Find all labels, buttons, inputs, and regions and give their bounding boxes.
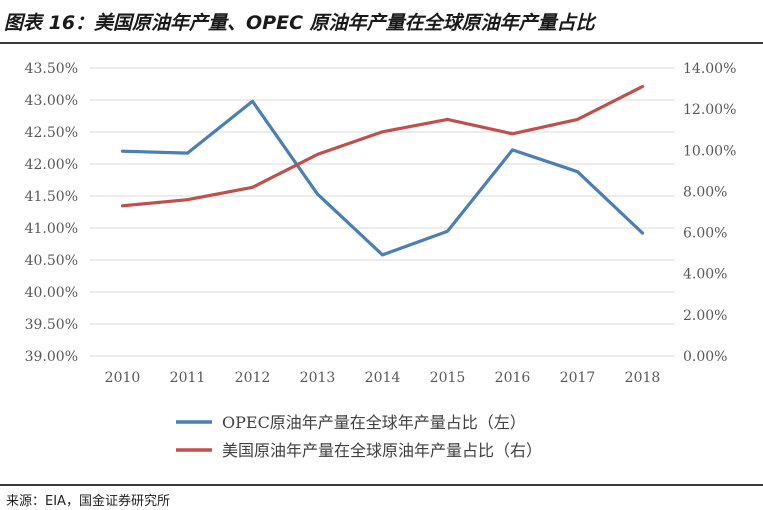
right-axis-tick-label: 4.00% [683,267,727,283]
x-axis-tick-label: 2010 [105,370,141,386]
left-axis-tick-label: 42.50% [25,125,78,141]
figure-title: 图表 16：美国原油年产量、OPEC 原油年产量在全球原油年产量占比 [4,12,595,34]
right-axis-tick-label: 10.00% [683,143,736,159]
dual-axis-line-chart: 39.00% 39.50% 40.00% 40.50% 41.00% 41.50% 42.0… [25,61,737,460]
x-axis-tick-label: 2014 [365,370,401,386]
footer-divider [0,484,763,486]
legend-label-us: 美国原油年产量在全球原油年产量占比（右） [222,441,542,460]
x-axis-tick-label: 2016 [495,370,531,386]
series-line-us [120,84,645,208]
right-axis-tick-label: 0.00% [683,349,727,365]
left-axis-tick-label: 41.00% [25,221,78,237]
x-axis-tick-label: 2013 [300,370,336,386]
left-axis-tick-label: 42.00% [25,157,78,173]
title-divider [0,42,763,44]
left-axis-tick-label: 41.50% [25,189,78,205]
chart-area: 39.00% 39.50% 40.00% 40.50% 41.00% 41.50% 42.0… [0,44,763,484]
left-axis-tick-label: 43.00% [25,93,78,109]
left-axis-tick-label: 39.00% [25,349,78,365]
legend-label-opec: OPEC原油年产量在全球年产量占比（左） [222,413,526,432]
x-axis-tick-label: 2018 [625,370,661,386]
right-axis-tick-label: 8.00% [683,184,727,200]
x-axis-tick-label: 2017 [560,370,596,386]
right-axis-tick-label: 2.00% [683,308,727,324]
figure-header: 图表 16：美国原油年产量、OPEC 原油年产量在全球原油年产量占比 [0,0,763,44]
series-line-opec [120,99,645,257]
source-note: 来源：EIA，国金证券研究所 [6,494,170,509]
right-axis-tick-label: 14.00% [683,61,736,77]
right-axis-tick-label: 6.00% [683,226,727,242]
x-axis-tick-label: 2015 [430,370,466,386]
x-axis-tick-label: 2012 [235,370,271,386]
left-axis-tick-label: 39.50% [25,317,78,333]
right-axis-tick-label: 12.00% [683,102,736,118]
left-axis-tick-label: 43.50% [25,61,78,77]
x-axis-tick-label: 2011 [170,370,206,386]
left-axis-tick-label: 40.50% [25,253,78,269]
left-axis-tick-label: 40.00% [25,285,78,301]
